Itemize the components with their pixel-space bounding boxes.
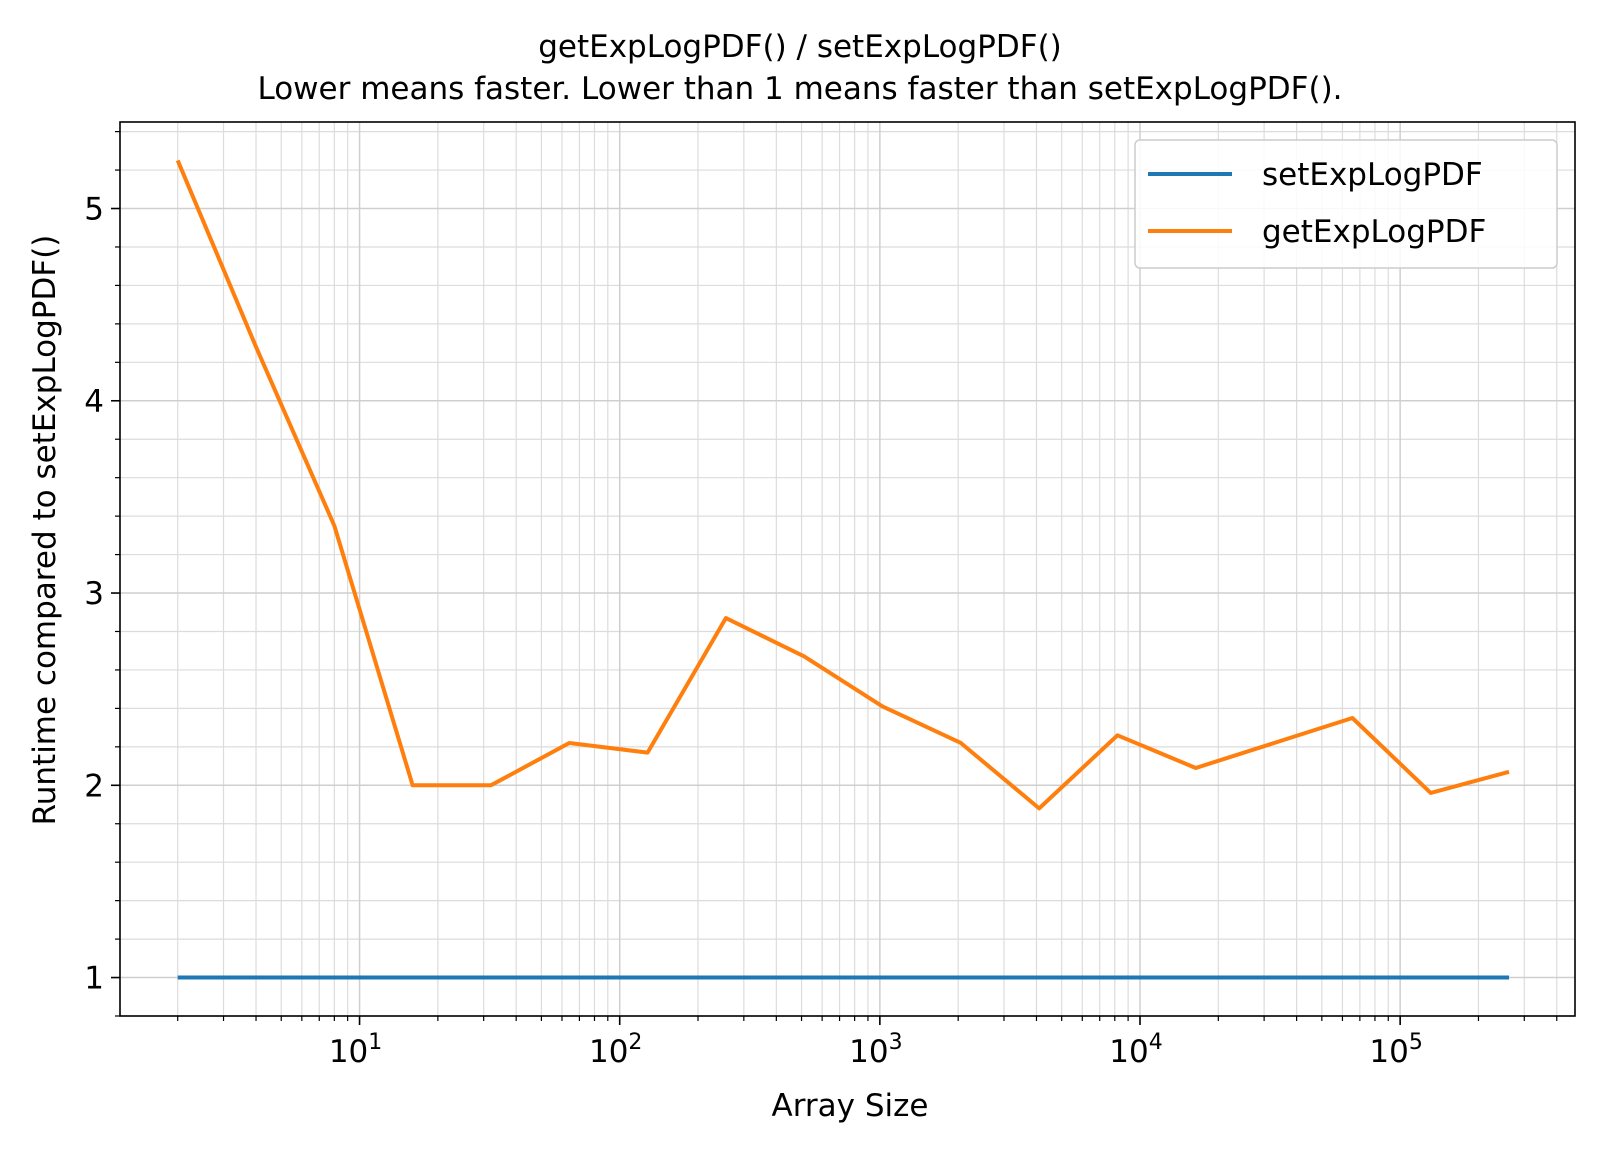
series-line-getexplogpdf [175, 159, 1510, 811]
legend: setExpLogPDF getExpLogPDF [1134, 139, 1558, 269]
x-tick-label: 101 [329, 1030, 382, 1070]
y-tick-label: 1 [84, 961, 104, 997]
legend-label-getexplogpdf: getExpLogPDF [1262, 214, 1486, 250]
x-tick-label: 102 [589, 1030, 642, 1070]
legend-label-setexplogpdf: setExpLogPDF [1262, 157, 1483, 193]
x-tick-label: 104 [1109, 1030, 1162, 1070]
legend-box [1134, 139, 1558, 269]
x-axis: 101 102 103 104 105 [177, 1016, 1558, 1070]
y-tick-label: 5 [84, 192, 104, 228]
y-tick-label: 4 [84, 384, 104, 420]
plot-frame [119, 121, 1576, 1017]
series-layer [175, 159, 1510, 980]
y-axis-label: Runtime compared to setExpLogPDF() [27, 235, 63, 826]
minor-gridlines [120, 122, 1575, 1017]
y-axis: 1 2 3 4 5 [84, 131, 120, 1017]
x-tick-label: 105 [1369, 1030, 1422, 1070]
chart-subtitle: Lower means faster. Lower than 1 means f… [257, 71, 1343, 107]
y-tick-label: 3 [84, 576, 104, 612]
chart-title: getExpLogPDF() / setExpLogPDF() [538, 29, 1062, 65]
x-tick-label: 103 [849, 1030, 902, 1070]
y-tick-label: 2 [84, 768, 104, 804]
x-axis-label: Array Size [772, 1088, 929, 1124]
